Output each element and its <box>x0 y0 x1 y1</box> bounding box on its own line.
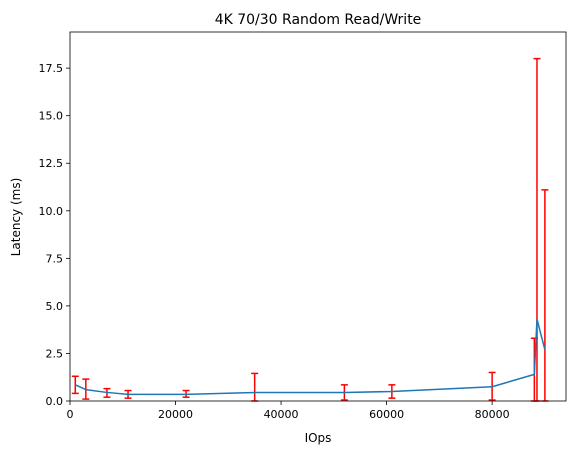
plot-area: 0 20000 40000 60000 80000 0.0 2.5 5.0 7.5 10.0 12.… <box>39 31 567 421</box>
y-tick-label: 7.5 <box>46 252 64 265</box>
series-line <box>74 318 546 396</box>
y-tick-label: 17.5 <box>39 62 64 75</box>
y-tick-label: 5.0 <box>46 300 64 313</box>
x-tick-label: 80000 <box>475 408 510 421</box>
y-tick-label: 10.0 <box>39 205 64 218</box>
chart-title: 4K 70/30 Random Read/Write <box>215 12 422 28</box>
y-tick-label: 2.5 <box>46 347 64 360</box>
x-tick-label: 60000 <box>369 408 404 421</box>
axes-frame <box>69 31 567 402</box>
y-tick-label: 15.0 <box>39 110 64 123</box>
x-tick-label: 0 <box>67 408 74 421</box>
x-tick-label: 40000 <box>264 408 299 421</box>
y-tick-label: 0.0 <box>46 395 64 408</box>
y-axis-label: Latency (ms) <box>9 178 23 257</box>
x-tick-label: 20000 <box>158 408 193 421</box>
y-tick-label: 12.5 <box>39 157 64 170</box>
x-axis-label: IOps <box>305 431 332 445</box>
